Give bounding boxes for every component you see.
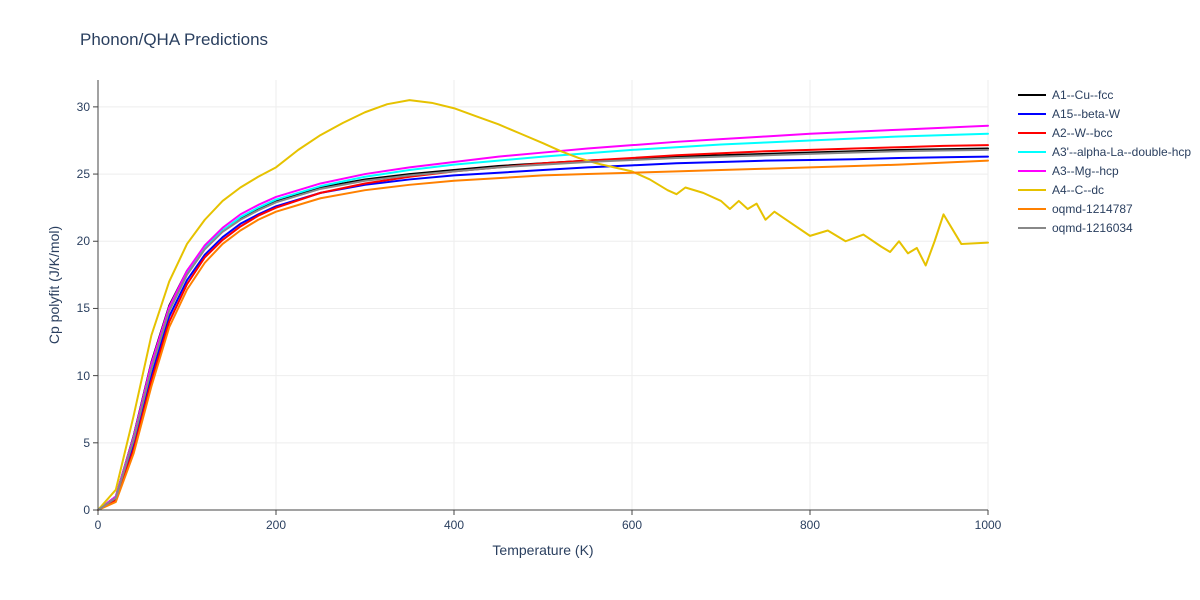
legend-swatch (1018, 208, 1046, 210)
legend-swatch (1018, 113, 1046, 115)
legend-swatch (1018, 132, 1046, 134)
y-tick-label: 5 (70, 436, 90, 450)
y-tick-label: 25 (70, 167, 90, 181)
x-tick-label: 800 (800, 518, 820, 532)
legend-item[interactable]: A15--beta-W (1018, 104, 1191, 123)
legend: A1--Cu--fcc A15--beta-W A2--W--bcc A3'--alp… (1018, 85, 1191, 237)
series-line[interactable] (98, 145, 988, 510)
legend-swatch (1018, 227, 1046, 229)
y-tick-label: 0 (70, 503, 90, 517)
legend-item[interactable]: A4--C--dc (1018, 180, 1191, 199)
series-line[interactable] (98, 157, 988, 510)
y-axis-label: Cp polyfit (J/K/mol) (46, 215, 62, 355)
x-tick-label: 400 (444, 518, 464, 532)
legend-item[interactable]: A3'--alpha-La--double-hcp (1018, 142, 1191, 161)
y-tick-label: 10 (70, 369, 90, 383)
legend-label: A1--Cu--fcc (1052, 88, 1113, 102)
legend-label: A15--beta-W (1052, 107, 1120, 121)
x-tick-label: 600 (622, 518, 642, 532)
legend-swatch (1018, 94, 1046, 96)
legend-label: A4--C--dc (1052, 183, 1104, 197)
legend-swatch (1018, 170, 1046, 172)
legend-swatch (1018, 189, 1046, 191)
legend-item[interactable]: oqmd-1216034 (1018, 218, 1191, 237)
legend-item[interactable]: oqmd-1214787 (1018, 199, 1191, 218)
series-line[interactable] (98, 100, 988, 510)
legend-swatch (1018, 151, 1046, 153)
legend-item[interactable]: A2--W--bcc (1018, 123, 1191, 142)
legend-item[interactable]: A1--Cu--fcc (1018, 85, 1191, 104)
y-tick-label: 15 (70, 301, 90, 315)
series-line[interactable] (98, 134, 988, 510)
legend-label: A3--Mg--hcp (1052, 164, 1119, 178)
series-line[interactable] (98, 150, 988, 510)
legend-label: oqmd-1216034 (1052, 221, 1133, 235)
series-line[interactable] (98, 161, 988, 510)
legend-item[interactable]: A3--Mg--hcp (1018, 161, 1191, 180)
x-tick-label: 200 (266, 518, 286, 532)
legend-label: oqmd-1214787 (1052, 202, 1133, 216)
legend-label: A2--W--bcc (1052, 126, 1112, 140)
series-line[interactable] (98, 149, 988, 510)
chart-root: { "chart": { "type": "line", "title": "P… (0, 0, 1200, 600)
legend-label: A3'--alpha-La--double-hcp (1052, 145, 1191, 159)
series-line[interactable] (98, 126, 988, 510)
y-tick-label: 30 (70, 100, 90, 114)
x-tick-label: 0 (95, 518, 102, 532)
x-tick-label: 1000 (975, 518, 1002, 532)
x-axis-label: Temperature (K) (483, 542, 603, 558)
y-tick-label: 20 (70, 234, 90, 248)
